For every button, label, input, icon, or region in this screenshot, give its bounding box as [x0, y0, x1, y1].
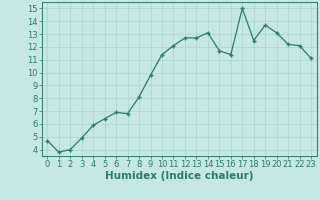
X-axis label: Humidex (Indice chaleur): Humidex (Indice chaleur) — [105, 171, 253, 181]
